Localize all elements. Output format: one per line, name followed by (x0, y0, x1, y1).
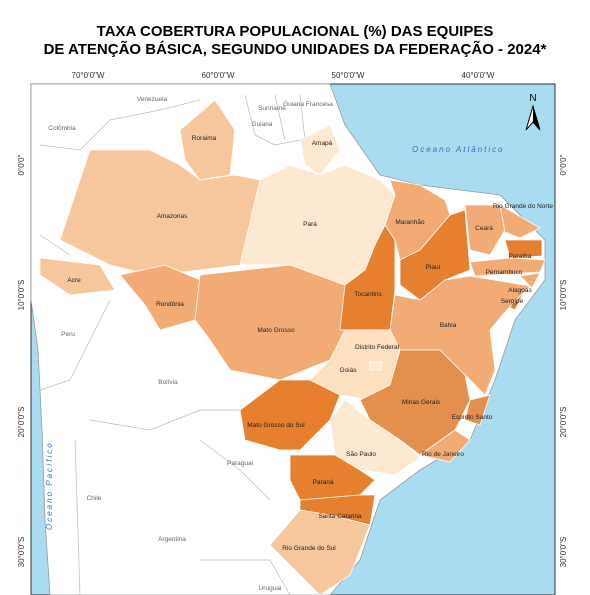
state-label: Goiás (340, 367, 358, 374)
state-area (519, 272, 541, 289)
state-area (179, 99, 236, 181)
country-label: Chile (87, 495, 102, 502)
country-label: Guiana (252, 121, 273, 128)
state-label: Paraíba (509, 253, 532, 260)
country-label: Uruguai (259, 585, 282, 592)
latitude-label: 30°0'0"S (17, 537, 26, 568)
latitude-label: 10°0'0"S (559, 280, 568, 311)
borders (39, 94, 306, 595)
state-label: Minas Gerais (402, 399, 441, 406)
state-area (194, 264, 346, 381)
state-area (504, 239, 543, 259)
state-area (239, 379, 341, 451)
state-label: Piauí (426, 264, 441, 271)
state-area (384, 179, 451, 261)
state-label: Roraima (192, 135, 217, 142)
title-line: DE ATENÇÃO BÁSICA, SEGUNDO UNIDADES DA F… (44, 40, 547, 58)
longitude-label: 40°0'0"W (462, 71, 495, 80)
state-label: Amapá (312, 140, 333, 147)
latitude-label: 20°0'0"S (17, 407, 26, 438)
state-label: Santa Catarina (318, 513, 362, 520)
state-area (469, 257, 546, 277)
state-label: Acre (67, 277, 81, 284)
state-label: São Paulo (346, 451, 376, 458)
state-label: Pará (303, 221, 317, 228)
longitude-label: 60°0'0"W (202, 71, 235, 80)
state-area (269, 509, 371, 595)
latitude-labels-right: 0°0'0" 10°0'0"S 20°0'0"S 30°0'0"S (559, 154, 568, 567)
state-label: Rio de Janeiro (422, 451, 464, 458)
longitude-label: 70°0'0"W (72, 71, 105, 80)
north-symbol (533, 106, 540, 130)
state-label: Mato Grosso (257, 327, 295, 334)
latitude-labels-left: 0°0'0" 10°0'0"S 20°0'0"S 30°0'0"S (17, 154, 26, 567)
latitude-label: 10°0'0"S (17, 280, 26, 311)
latitude-label: 30°0'0"S (559, 537, 568, 568)
state-label: Bahia (440, 322, 457, 329)
state-label: Rio Grande do Sul (282, 545, 336, 552)
country-label: Bolívia (158, 379, 178, 386)
ocean-label: Oceano Atlântico (412, 145, 505, 154)
state-label: Amazonas (157, 213, 188, 220)
latitude-label: 0°0'0" (559, 154, 568, 175)
state-area (39, 257, 116, 296)
state-label: Paraná (313, 479, 334, 486)
state-label: Espírito Santo (452, 414, 493, 421)
country-label: Suriname (258, 105, 286, 112)
state-label: Alagoas (508, 287, 532, 294)
states (39, 99, 546, 595)
state-area (464, 394, 491, 426)
country-label: Colômbia (48, 125, 76, 132)
state-label: Maranhão (395, 219, 425, 226)
state-label: Mato Grosso do Sul (247, 422, 305, 429)
state-label: Tocantins (354, 291, 382, 298)
latitude-label: 20°0'0"S (559, 407, 568, 438)
state-area (369, 361, 382, 371)
state-area (499, 204, 541, 239)
state-label: Distrito Federal (355, 344, 400, 351)
state-area (419, 429, 471, 463)
map-frame (30, 83, 556, 595)
north-label: N (529, 93, 536, 104)
state-label: Rio Grande do Norte (493, 203, 553, 210)
country-label: Argentina (158, 536, 186, 543)
country-label: Guiana Francesa (283, 101, 333, 108)
longitude-label: 50°0'0"W (332, 71, 365, 80)
country-label-part: Guiana Francesa (283, 101, 333, 108)
state-area (289, 454, 376, 501)
title-line: TAXA COBERTURA POPULACIONAL (%) DAS EQUI… (97, 23, 494, 40)
country-label: Peru (61, 331, 75, 338)
state-label: Rondônia (156, 301, 184, 308)
country-label: Paraguai (227, 460, 253, 467)
state-label: Pernambuco (486, 269, 523, 276)
state-label: Sergipe (501, 298, 524, 305)
state-area (299, 124, 341, 176)
country-label: Venezuela (137, 96, 168, 103)
ocean-label: Oceano Pacífico (45, 441, 54, 530)
latitude-label: 0°0'0" (17, 154, 26, 175)
state-area (464, 204, 506, 256)
north-arrow: N (525, 93, 541, 131)
state-label: Ceará (475, 225, 493, 232)
